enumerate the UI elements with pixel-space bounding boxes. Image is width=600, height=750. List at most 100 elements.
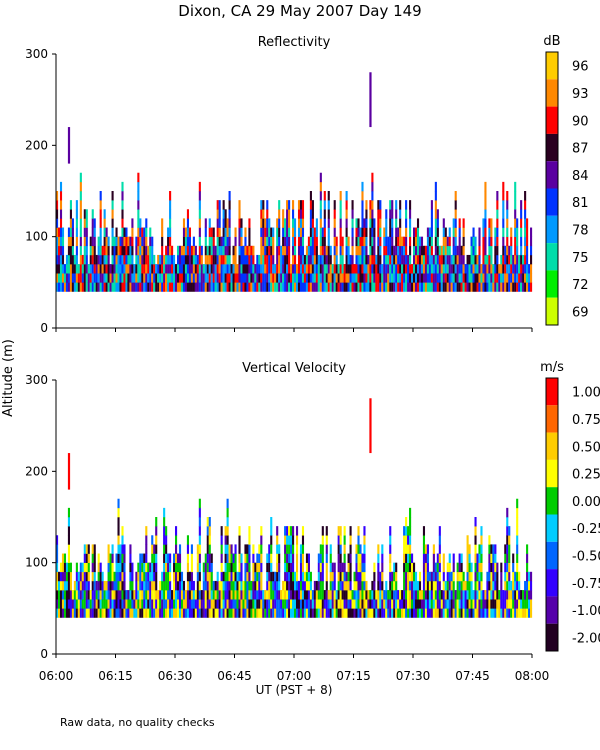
data-cell [91, 544, 94, 554]
data-cell [460, 590, 463, 600]
data-cell [103, 599, 106, 609]
data-cell [212, 580, 215, 591]
data-cell [282, 580, 285, 591]
data-cell [518, 282, 521, 292]
data-cell [103, 273, 106, 283]
data-cell [228, 273, 231, 283]
data-cell [458, 273, 461, 283]
data-cell [208, 526, 211, 536]
data-cell [186, 254, 189, 265]
data-cell [442, 245, 445, 256]
data-cell [242, 245, 245, 256]
data-cell [200, 599, 203, 609]
data-cell [292, 264, 295, 274]
data-cell [480, 553, 483, 563]
data-cell [240, 571, 243, 582]
data-cell [81, 562, 84, 573]
data-cell [139, 227, 142, 237]
data-cell [347, 236, 350, 247]
data-cell [482, 264, 485, 274]
data-cell [299, 544, 303, 554]
data-cell [514, 236, 517, 247]
data-cell [77, 273, 80, 283]
data-cell [482, 218, 485, 228]
data-cell [159, 282, 162, 292]
data-cell [381, 580, 384, 591]
data-cell [347, 562, 350, 573]
data-cell [478, 562, 481, 573]
data-cell [323, 254, 326, 265]
data-cell [329, 608, 332, 618]
data-cell [167, 553, 170, 563]
data-cell [351, 599, 354, 609]
data-cell [198, 571, 201, 582]
data-cell [107, 590, 110, 600]
data-cell [99, 571, 102, 582]
data-cell [456, 245, 459, 256]
data-cell [260, 608, 263, 618]
data-cell [414, 245, 418, 256]
data-cell [466, 544, 469, 554]
data-cell [121, 200, 124, 210]
data-cell [222, 282, 225, 292]
data-cell [169, 599, 172, 609]
data-cell [494, 571, 497, 582]
data-cell [268, 544, 271, 554]
data-cell [496, 571, 499, 582]
data-cell [516, 544, 519, 554]
data-cell [89, 599, 92, 609]
data-cell [500, 273, 503, 283]
data-cell [401, 254, 404, 265]
data-cell [182, 236, 186, 247]
data-cell [85, 580, 88, 591]
data-cell [436, 264, 439, 274]
data-cell [129, 580, 132, 591]
data-cell [401, 273, 404, 283]
data-cell [492, 553, 495, 563]
data-cell [292, 535, 295, 545]
data-cell [500, 264, 503, 274]
data-cell [321, 236, 324, 247]
data-cell [145, 264, 148, 274]
data-cell [266, 599, 269, 609]
data-cell [236, 580, 239, 591]
data-cell [266, 608, 269, 618]
data-cell [67, 282, 70, 292]
data-cell [333, 245, 336, 256]
data-cell [238, 608, 241, 618]
data-cell [301, 544, 305, 554]
data-cell [357, 599, 360, 609]
data-cell [458, 236, 461, 247]
data-cell [355, 590, 358, 600]
data-cell [418, 245, 422, 256]
data-cell [305, 245, 308, 256]
data-cell [290, 544, 293, 554]
data-cell [61, 553, 65, 563]
data-cell [393, 580, 396, 591]
data-cell [399, 254, 402, 265]
data-cell [363, 282, 366, 292]
data-cell [99, 236, 102, 247]
data-cell [309, 191, 312, 201]
data-cell [99, 191, 102, 201]
data-cell [284, 608, 287, 618]
data-cell [280, 273, 283, 283]
data-cell [496, 236, 499, 247]
data-cell [385, 245, 388, 256]
data-cell [520, 209, 523, 219]
colorbar-label: 84 [572, 169, 589, 184]
data-cell [101, 571, 104, 582]
data-cell [472, 273, 475, 283]
data-cell [137, 245, 140, 256]
data-cell [321, 553, 324, 563]
x-tick-label: 06:15 [98, 669, 133, 683]
x-tick-label: 07:30 [396, 669, 431, 683]
data-cell [307, 273, 310, 283]
data-cell [121, 580, 124, 591]
data-cell [395, 209, 398, 219]
data-cell [345, 227, 348, 237]
data-cell [288, 571, 291, 582]
data-cell [436, 245, 439, 256]
data-cell [347, 254, 350, 265]
data-cell [381, 553, 384, 563]
